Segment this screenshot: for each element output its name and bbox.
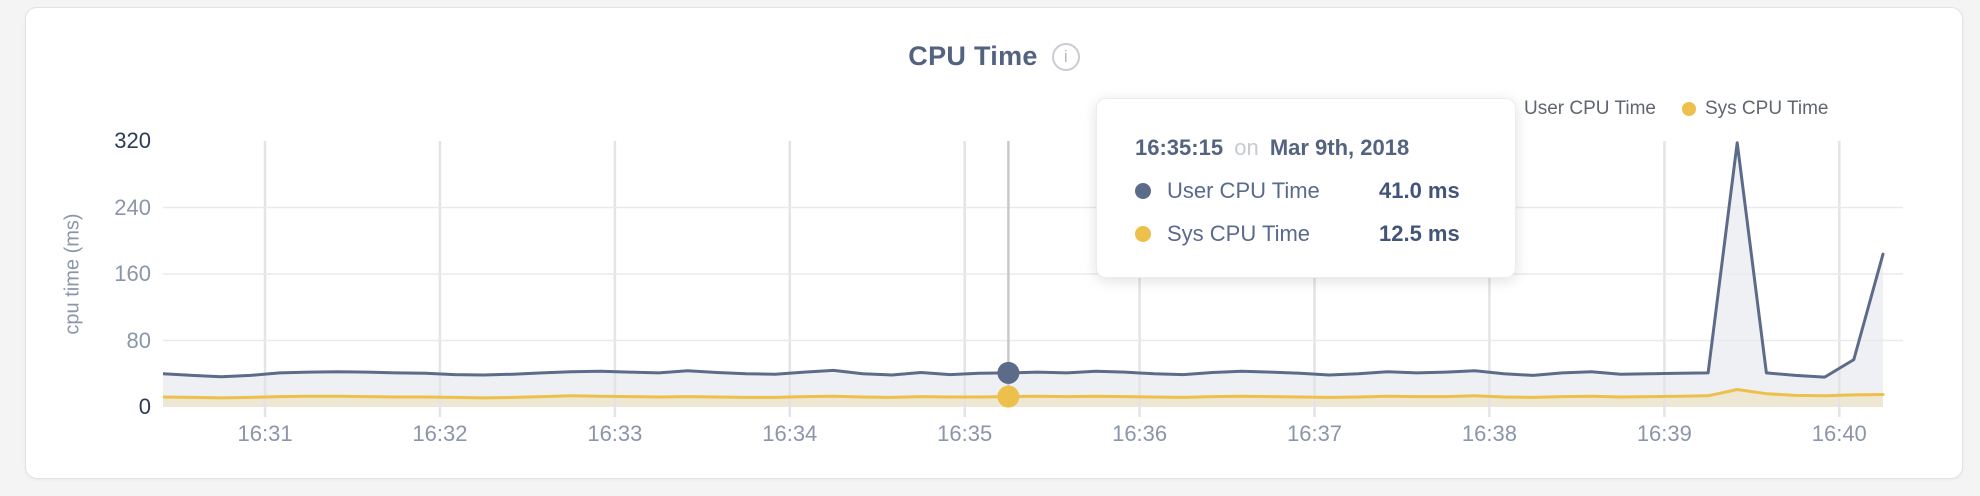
- info-icon[interactable]: i: [1051, 42, 1080, 71]
- tooltip-dot-sys-cpu: [1135, 226, 1151, 242]
- panel-header: CPU Time i: [26, 41, 1962, 72]
- legend-label-sys-cpu: Sys CPU Time: [1704, 98, 1829, 119]
- x-tick-label: 16:38: [1461, 421, 1517, 446]
- legend-dot-sys-cpu: [1681, 102, 1696, 116]
- tooltip-row-sys: Sys CPU Time 12.5 ms: [1135, 221, 1479, 247]
- tooltip-header: 16:35:15 on Mar 9th, 2018: [1135, 135, 1479, 161]
- tooltip-label-sys-cpu: Sys CPU Time: [1167, 221, 1311, 246]
- legend-item-sys[interactable]: Sys CPU Time: [1681, 98, 1829, 120]
- panel-title: CPU Time: [908, 41, 1038, 71]
- tooltip-row-user: User CPU Time 41.0 ms: [1135, 178, 1479, 204]
- tooltip-date: Mar 9th, 2018: [1269, 135, 1410, 160]
- chart-tooltip: 16:35:15 on Mar 9th, 2018 User CPU Time …: [1096, 98, 1516, 278]
- tooltip-value-user-cpu: 41.0 ms: [1379, 178, 1460, 203]
- chart-plot-area[interactable]: [163, 141, 1903, 421]
- legend-label-user-cpu: User CPU Time: [1524, 98, 1656, 119]
- x-tick-label: 16:36: [1112, 421, 1168, 446]
- y-tick-label: 160: [114, 261, 151, 286]
- cpu-time-panel: CPU Time i cpu time (ms) 0 80 160 240 320 16…: [25, 7, 1963, 479]
- tooltip-dot-user-cpu: [1135, 183, 1151, 199]
- y-tick-label: 80: [126, 327, 151, 353]
- x-tick-label: 16:31: [237, 421, 293, 446]
- x-tick-label: 16:39: [1636, 421, 1692, 446]
- tooltip-label-user-cpu: User CPU Time: [1167, 178, 1320, 203]
- y-tick-label: 0: [138, 394, 151, 419]
- x-tick-label: 16:40: [1811, 421, 1867, 446]
- x-tick-label: 16:33: [587, 421, 643, 446]
- y-tick-label: 320: [114, 128, 151, 153]
- x-tick-label: 16:35: [937, 421, 993, 446]
- chart-legend: User CPU Time Sys CPU Time: [1501, 98, 1829, 120]
- x-tick-label: 16:37: [1286, 421, 1343, 446]
- tooltip-value-sys-cpu: 12.5 ms: [1379, 221, 1460, 246]
- x-tick-label: 16:34: [762, 421, 818, 446]
- tooltip-time: 16:35:15: [1135, 135, 1224, 160]
- tooltip-conjunction: on: [1234, 135, 1259, 160]
- legend-item-user[interactable]: User CPU Time: [1501, 98, 1656, 120]
- x-tick-label: 16:32: [412, 421, 468, 446]
- y-tick-label: 240: [114, 194, 151, 220]
